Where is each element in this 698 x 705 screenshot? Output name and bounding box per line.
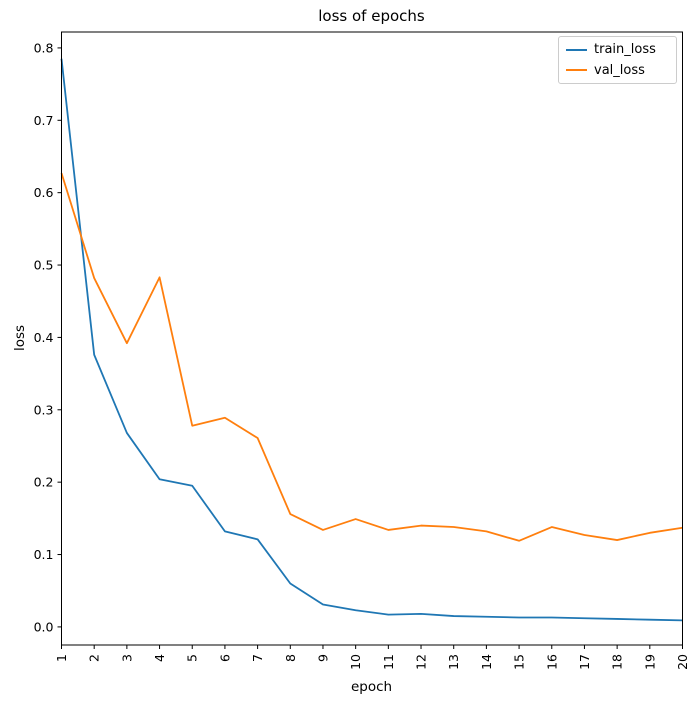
x-tick-label: 15 [512, 654, 527, 670]
legend-label-val-loss: val_loss [594, 62, 645, 78]
x-tick-label: 16 [544, 654, 559, 670]
x-axis-label: epoch [350, 679, 393, 695]
legend: train_loss val_loss [558, 36, 677, 84]
x-tick-label: 1 [54, 654, 69, 662]
y-tick-label: 0.1 [34, 547, 54, 562]
y-tick-label: 0.2 [34, 475, 54, 490]
x-tick-label: 10 [348, 654, 363, 670]
y-tick-label: 0.0 [34, 619, 54, 634]
x-tick-label: 17 [577, 654, 592, 670]
x-tick-label: 11 [381, 654, 396, 670]
val-loss-line-swatch [566, 69, 587, 72]
x-tick-label: 18 [610, 654, 625, 670]
x-tick-label: 20 [675, 654, 690, 670]
chart-title: loss of epochs [318, 7, 425, 25]
val-loss-line [60, 172, 683, 542]
legend-item-train-loss: train_loss [566, 40, 669, 60]
x-tick-label: 9 [315, 654, 330, 662]
x-tick-label: 4 [152, 654, 167, 662]
x-tick-label: 7 [250, 654, 265, 662]
x-tick-label: 3 [119, 654, 134, 662]
train-loss-line [60, 58, 683, 622]
x-tick-label: 8 [283, 654, 298, 662]
x-tick-label: 6 [217, 654, 232, 662]
y-tick-label: 0.6 [34, 185, 54, 200]
x-tick-label: 12 [414, 654, 429, 670]
y-tick-label: 0.5 [34, 258, 54, 273]
legend-item-val-loss: val_loss [566, 60, 669, 80]
x-tick-label: 19 [642, 654, 657, 670]
x-tick-label: 5 [185, 654, 200, 662]
legend-label-train-loss: train_loss [594, 42, 656, 58]
train-loss-line-swatch [566, 48, 587, 51]
y-tick-label: 0.8 [34, 40, 54, 55]
x-tick-label: 14 [479, 654, 494, 670]
x-tick-label: 13 [446, 654, 461, 670]
x-tick-label: 2 [87, 654, 102, 662]
y-tick-label: 0.7 [34, 113, 54, 128]
y-tick-label: 0.4 [34, 330, 54, 345]
y-tick-label: 0.3 [34, 402, 54, 417]
plot-border [61, 31, 683, 646]
